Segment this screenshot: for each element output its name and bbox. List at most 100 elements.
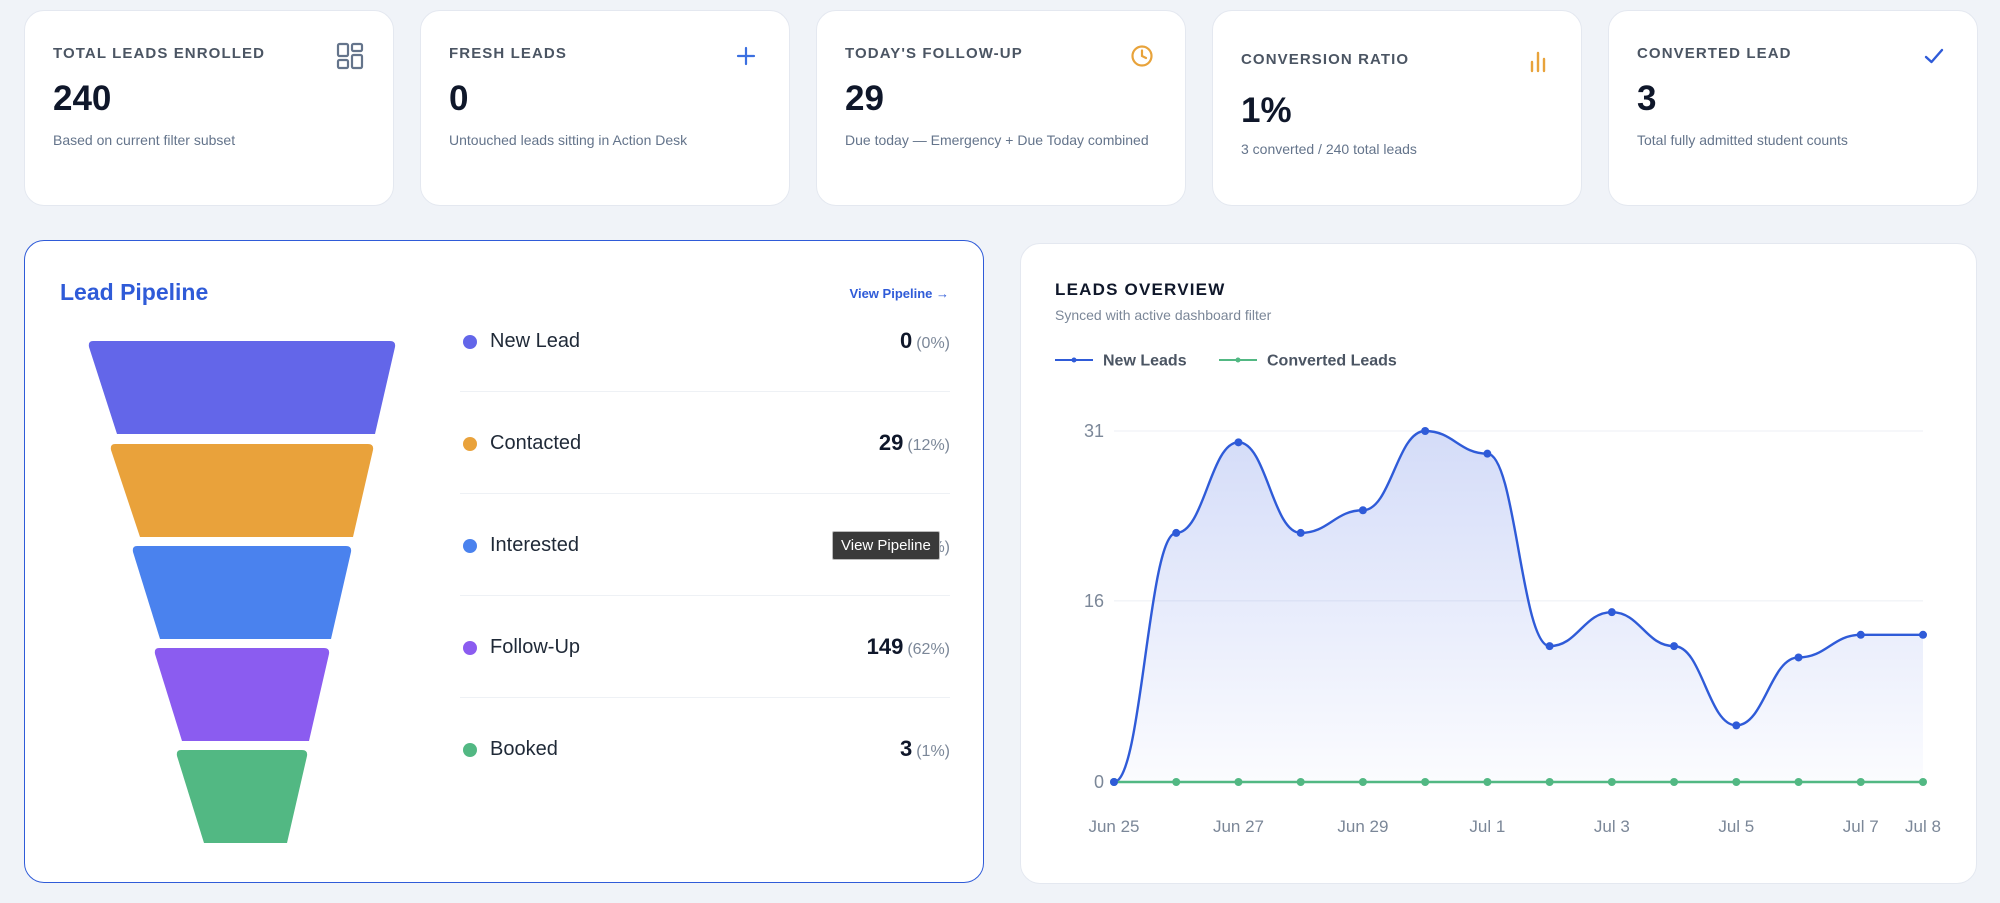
overview-subtitle: Synced with active dashboard filter: [1055, 307, 1272, 323]
data-point: [1421, 427, 1430, 435]
data-point: [1172, 778, 1181, 786]
legend-label: New Leads: [1103, 353, 1187, 370]
funnel-segment-follow-up[interactable]: [154, 648, 330, 741]
pipeline-stage-row[interactable]: New Lead 0 (0%): [460, 290, 950, 392]
data-point: [1234, 438, 1243, 447]
data-point: [1296, 528, 1305, 537]
stat-card-subtitle: Due today — Emergency + Due Today combin…: [845, 132, 1149, 148]
pipeline-stage-row[interactable]: Contacted 29 (12%): [460, 392, 950, 494]
data-point: [1670, 778, 1679, 786]
checkmark-icon: [1924, 48, 1944, 64]
view-pipeline-link[interactable]: View Pipeline →: [849, 286, 949, 301]
pipeline-stage-row[interactable]: Follow-Up 149 (62%): [460, 596, 950, 698]
stat-card-subtitle: 3 converted / 240 total leads: [1241, 141, 1417, 157]
data-point: [1545, 642, 1554, 651]
dashboard-grid-icon: [336, 42, 364, 70]
data-point: [1670, 642, 1679, 651]
data-point: [1794, 653, 1803, 662]
data-point: [1110, 778, 1118, 786]
stage-percent: (62%): [907, 641, 950, 658]
data-point: [1732, 721, 1741, 730]
stage-color-dot: [463, 641, 477, 655]
lead-pipeline-panel: Lead Pipeline View Pipeline → New Lead 0…: [24, 240, 984, 883]
legend-marker: [1071, 357, 1077, 363]
clock-icon: [1131, 45, 1153, 67]
data-point: [1607, 608, 1616, 617]
stat-card-title: CONVERTED LEAD: [1637, 45, 1792, 62]
funnel-segment-contacted[interactable]: [110, 444, 374, 537]
series-line: [1113, 429, 1923, 784]
stat-card-value: 1%: [1241, 91, 1292, 130]
stage-color-dot: [463, 335, 477, 349]
x-tick-label: Jul 3: [1594, 817, 1630, 836]
funnel-segment-new-lead[interactable]: [88, 341, 396, 434]
stat-card-todays-followup: TODAY'S FOLLOW-UP 29 Due today — Emergen…: [816, 10, 1186, 206]
stat-card-value: 3: [1637, 79, 1657, 118]
stage-color-dot: [463, 437, 477, 451]
x-tick-label: Jun 27: [1213, 817, 1264, 836]
data-point: [1919, 630, 1927, 639]
data-point: [1296, 778, 1305, 786]
stage-name: Interested: [490, 534, 579, 556]
stat-card-value: 29: [845, 79, 884, 118]
plus-icon: [736, 46, 756, 66]
leads-overview-panel: LEADS OVERVIEW Synced with active dashbo…: [1020, 243, 1977, 884]
overview-title: LEADS OVERVIEW: [1055, 280, 1226, 299]
stat-card-subtitle: Total fully admitted student counts: [1637, 132, 1848, 148]
y-tick-label: 0: [1094, 772, 1104, 792]
stat-card-conversion-ratio: CONVERSION RATIO 1% 3 converted / 240 to…: [1212, 10, 1582, 206]
data-point: [1172, 528, 1181, 537]
stage-count: 0: [899, 328, 913, 353]
x-tick-label: Jul 8: [1905, 817, 1941, 836]
stage-count: 29: [878, 430, 904, 455]
stat-card-title: FRESH LEADS: [449, 45, 567, 62]
stage-name: Booked: [490, 738, 558, 760]
stage-name: Follow-Up: [490, 636, 581, 658]
data-point: [1607, 778, 1616, 786]
y-tick-label: 31: [1084, 421, 1104, 441]
x-tick-label: Jul 5: [1718, 817, 1754, 836]
pipeline-title: Lead Pipeline: [60, 279, 209, 305]
pipeline-stage-row[interactable]: Booked 3 (1%): [460, 698, 950, 800]
legend-marker: [1235, 357, 1241, 363]
pipeline-funnel: [88, 341, 396, 843]
stat-card-converted-lead: CONVERTED LEAD 3 Total fully admitted st…: [1608, 10, 1978, 206]
stat-card-title: TODAY'S FOLLOW-UP: [845, 45, 1023, 62]
x-tick-label: Jul 1: [1469, 817, 1505, 836]
data-point: [1856, 778, 1865, 786]
y-tick-label: 16: [1084, 591, 1104, 611]
x-tick-label: Jun 25: [1088, 817, 1139, 836]
stage-color-dot: [463, 539, 477, 553]
data-point: [1358, 778, 1367, 786]
stage-count: 3: [899, 736, 913, 761]
stage-percent: (1%): [916, 743, 950, 760]
stage-name: Contacted: [490, 432, 582, 454]
stat-card-subtitle: Untouched leads sitting in Action Desk: [449, 132, 688, 148]
view-pipeline-tooltip: View Pipeline: [832, 531, 940, 560]
stage-name: New Lead: [490, 330, 581, 352]
bar-chart-icon: [1530, 51, 1546, 73]
data-point: [1545, 778, 1554, 786]
data-point: [1358, 506, 1367, 515]
x-tick-label: Jul 7: [1843, 817, 1879, 836]
data-point: [1856, 630, 1865, 639]
funnel-segment-booked[interactable]: [176, 750, 308, 843]
stat-card-title: CONVERSION RATIO: [1241, 51, 1410, 68]
x-tick-label: Jun 29: [1337, 817, 1388, 836]
leads-overview-chart: New Leads Converted Leads 0 16 31 Jun 25 Jun 2…: [1055, 353, 1941, 836]
stat-card-value: 240: [53, 79, 112, 118]
data-point: [1732, 778, 1741, 786]
stat-card-fresh-leads: FRESH LEADS 0 Untouched leads sitting in…: [420, 10, 790, 206]
funnel-segment-interested[interactable]: [132, 546, 352, 639]
stat-card-title: TOTAL LEADS ENROLLED: [53, 45, 266, 62]
stage-percent: (0%): [916, 335, 950, 352]
stat-card-subtitle: Based on current filter subset: [53, 132, 236, 148]
stage-color-dot: [463, 743, 477, 757]
new-leads-area: [1114, 431, 1923, 782]
stage-count: 149: [866, 634, 904, 659]
legend-label: Converted Leads: [1267, 353, 1397, 370]
data-point: [1421, 778, 1430, 786]
stat-card-value: 0: [449, 79, 469, 118]
data-point: [1919, 778, 1927, 786]
stage-percent: (12%): [907, 437, 950, 454]
